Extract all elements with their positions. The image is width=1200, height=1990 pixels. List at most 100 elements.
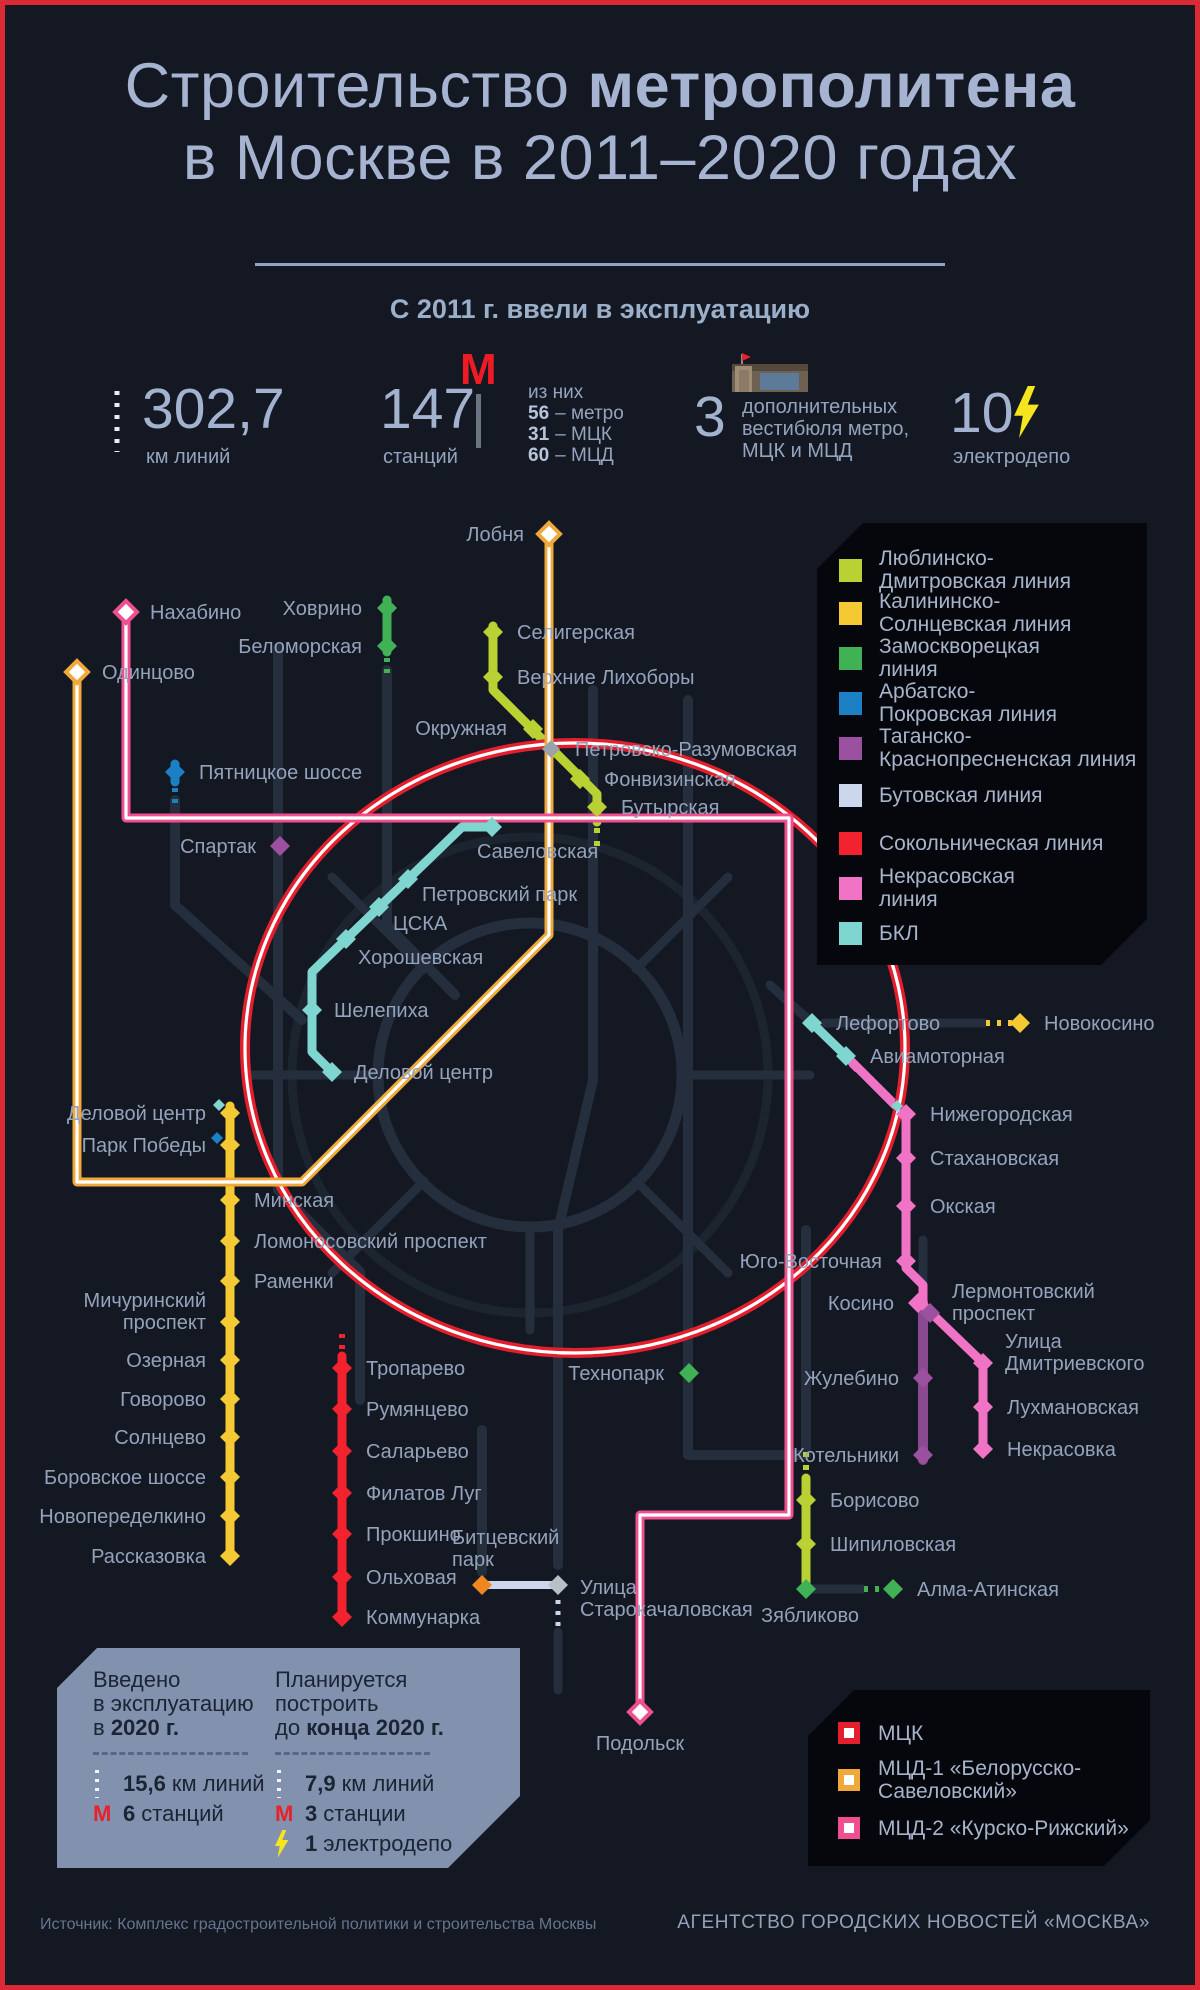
station-label: проспект — [952, 1303, 1035, 1325]
station-marker — [908, 1293, 928, 1313]
legend-color-swatch — [839, 647, 862, 670]
station-label: Зябликово — [761, 1605, 859, 1627]
station-marker — [896, 1251, 916, 1271]
station-marker — [220, 1231, 240, 1251]
station-label: Верхние Лихоборы — [517, 667, 695, 689]
station-label: Старокачаловская — [580, 1599, 753, 1621]
station-marker — [220, 1389, 240, 1409]
station-marker — [220, 1271, 240, 1291]
station-label: Озерная — [126, 1350, 206, 1372]
metro-line-core-ring-mck — [243, 741, 907, 1355]
station-marker — [332, 1441, 352, 1461]
station-label: Фонвизинская — [604, 769, 736, 791]
station-label: Говорово — [120, 1389, 206, 1411]
mcd1-swatch — [838, 1769, 860, 1791]
legend-item: БКЛ — [839, 911, 919, 955]
mcd-legend: МЦК МЦД-1 «Белорусско- Савеловский» МЦД-2… — [808, 1690, 1150, 1866]
station-marker — [270, 836, 290, 856]
station-label: Савеловская — [477, 841, 598, 863]
station-label: Саларьево — [366, 1441, 469, 1463]
station-marker — [483, 622, 503, 642]
station-marker — [220, 1190, 240, 1210]
box-2020-col-planned: Планируется построить до конца 2020 г. 7… — [275, 1668, 475, 1859]
station-label: Хорошевская — [358, 947, 483, 969]
station-label: Ольховая — [366, 1567, 457, 1589]
station-label: Мичуринский — [84, 1290, 206, 1312]
station-marker — [587, 797, 607, 817]
stat-stations-label: станций — [383, 446, 458, 468]
station-label: Улица — [580, 1577, 638, 1599]
station-label: Селигерская — [517, 622, 635, 644]
station-label: Лухмановская — [1007, 1397, 1139, 1419]
stat-vestibules-value: 3 — [694, 385, 726, 449]
breakdown-title: из них — [528, 382, 584, 403]
station-tick — [891, 1100, 903, 1112]
metro-line-grid-spoke-ne — [631, 872, 733, 974]
legend-item: Сокольническая линия — [839, 821, 1103, 865]
station-label: Новопеределкино — [39, 1506, 206, 1528]
dotted-line-icon — [275, 1769, 283, 1799]
metro-pole — [475, 394, 481, 448]
station-marker — [836, 1046, 856, 1066]
station-label: Румянцево — [366, 1399, 469, 1421]
dashed-separator — [275, 1752, 430, 1755]
mck-swatch — [838, 1722, 860, 1744]
metro-m-glyph: М — [460, 345, 497, 394]
page-title: Строительство метрополитена в Москве в 20… — [124, 51, 1076, 193]
metro-line-line-bkl-west — [307, 822, 497, 1077]
station-label: Шелепиха — [334, 1000, 429, 1022]
dashed-separator — [93, 1752, 248, 1755]
station-tick — [213, 1099, 225, 1111]
station-marker — [336, 929, 356, 949]
station-label: Прокшино — [366, 1524, 461, 1546]
station-label: Беломорская — [238, 636, 362, 658]
station-label: Солнцево — [114, 1427, 206, 1449]
mcd-legend-item: МЦД-1 «Белорусско- Савеловский» — [838, 1758, 1081, 1802]
metro-line-grid-zamoskvoretskaya — [382, 665, 460, 1000]
legend-item: Бутовская линия — [839, 773, 1043, 817]
station-marker — [626, 1698, 654, 1726]
station-marker — [973, 1353, 993, 1373]
station-label: парк — [452, 1549, 494, 1571]
station-marker — [973, 1397, 993, 1417]
station-marker — [896, 1104, 916, 1124]
mcd2-swatch — [838, 1817, 860, 1839]
station-label: Минская — [254, 1190, 334, 1212]
station-label: Авиамоторная — [870, 1046, 1005, 1068]
station-label: Лобня — [466, 524, 524, 546]
dotted-line-icon — [114, 391, 120, 452]
station-marker — [165, 762, 185, 782]
station-label: проспект — [123, 1312, 206, 1334]
station-label: Косино — [828, 1293, 894, 1315]
station-label: Деловой центр — [67, 1103, 206, 1125]
metro-line-grid-spoke-sw — [327, 1176, 429, 1278]
metro-line-grid-pyatnitskoye — [170, 795, 307, 1025]
station-tick — [849, 1060, 861, 1072]
station-marker — [220, 1350, 240, 1370]
station-marker — [220, 1467, 240, 1487]
station-marker — [1010, 1013, 1030, 1033]
station-marker — [523, 719, 543, 739]
lightning-icon — [1014, 386, 1039, 438]
source-note: Источник: Комплекс градостроительной пол… — [40, 1916, 597, 1933]
station-marker — [548, 1575, 568, 1595]
legend-color-swatch — [839, 877, 862, 900]
station-label: Тропарево — [366, 1358, 465, 1380]
station-label: Пятницкое шоссе — [199, 762, 362, 784]
station-marker — [220, 1427, 240, 1447]
station-label: Лефортово — [836, 1013, 940, 1035]
stat-planned-km: 7,9 км линий — [275, 1769, 475, 1799]
station-marker — [483, 667, 503, 687]
station-marker — [920, 1303, 940, 1323]
station-marker — [332, 1399, 352, 1419]
legend-item: Калининско- Солнцевская линия — [839, 591, 1071, 635]
station-marker — [220, 1546, 240, 1566]
metro-line-grid-spoke-se — [631, 1176, 733, 1278]
breakdown-row: 56– метро — [528, 403, 624, 424]
station-marker — [220, 1312, 240, 1332]
station-label: Парк Победы — [82, 1135, 206, 1157]
station-label: Деловой центр — [354, 1062, 493, 1084]
metro-m-icon: М — [275, 1801, 294, 1826]
legend-color-swatch — [839, 602, 862, 625]
legend-color-swatch — [839, 692, 862, 715]
